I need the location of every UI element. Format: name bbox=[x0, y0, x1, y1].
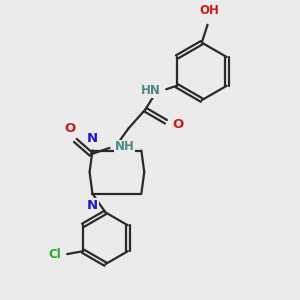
Text: N: N bbox=[87, 132, 98, 145]
Text: N: N bbox=[87, 199, 98, 212]
Text: OH: OH bbox=[199, 4, 219, 17]
Text: Cl: Cl bbox=[49, 248, 62, 261]
Text: O: O bbox=[172, 118, 184, 131]
Text: NH: NH bbox=[115, 140, 135, 153]
Text: O: O bbox=[64, 122, 76, 135]
Text: HN: HN bbox=[141, 85, 161, 98]
